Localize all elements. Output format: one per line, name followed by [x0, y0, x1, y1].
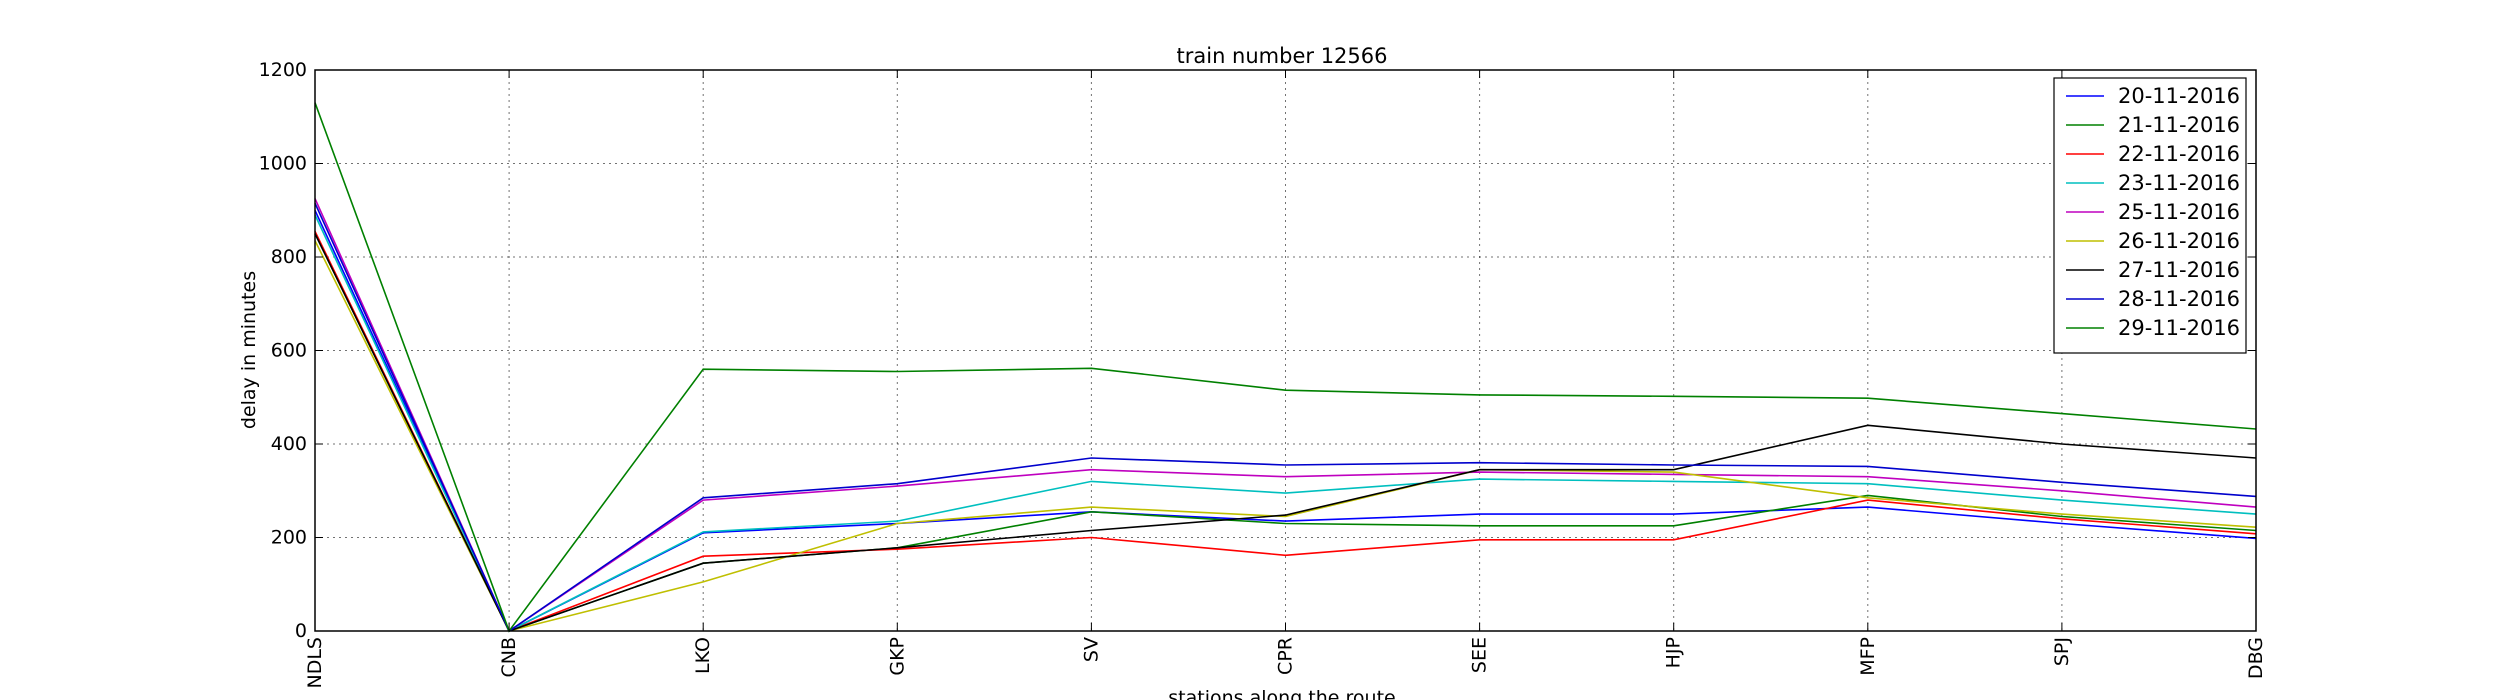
x-tick-label: CNB	[498, 637, 520, 678]
legend-entry: 28-11-2016	[2118, 287, 2240, 311]
y-tick-label: 600	[271, 340, 307, 362]
grid	[314, 69, 2257, 632]
legend-entry: 21-11-2016	[2118, 113, 2240, 137]
legend-entry: 22-11-2016	[2118, 142, 2240, 166]
x-tick-label: SPJ	[2051, 637, 2073, 666]
x-tick-label: GKP	[886, 637, 908, 676]
y-tick-label: 0	[295, 620, 307, 642]
chart-title: train number 12566	[1177, 44, 1388, 68]
y-tick-label: 400	[271, 433, 307, 455]
series-line-29-11-2016	[314, 102, 2257, 633]
y-tick-label: 1000	[259, 153, 307, 175]
x-tick-label: SV	[1080, 637, 1102, 662]
legend-entry: 26-11-2016	[2118, 229, 2240, 253]
legend-entry: 29-11-2016	[2118, 316, 2240, 340]
y-tick-label: 800	[271, 246, 307, 268]
series-line-28-11-2016	[314, 202, 2257, 633]
series-line-27-11-2016	[314, 233, 2257, 632]
x-tick-label: LKO	[692, 637, 714, 674]
y-tick-label: 1200	[259, 59, 307, 81]
x-tick-label: SEE	[1469, 637, 1491, 673]
x-tick-label: NDLS	[304, 637, 326, 689]
legend-entry: 20-11-2016	[2118, 84, 2240, 108]
series-line-26-11-2016	[314, 240, 2257, 632]
series-lines	[314, 102, 2257, 633]
legend-box	[2053, 77, 2247, 354]
y-tick-label: 200	[271, 527, 307, 549]
y-axis-ticks: 0 200 400 600 800 1000 1200	[259, 59, 2256, 642]
x-tick-label: MFP	[1857, 637, 1879, 676]
series-line-20-11-2016	[314, 209, 2257, 633]
legend: 20-11-2016 21-11-2016 22-11-2016 23-11-2016…	[2053, 77, 2247, 354]
x-axis-label: stations along the route	[1168, 687, 1395, 700]
legend-entry: 23-11-2016	[2118, 171, 2240, 195]
x-tick-label: CPR	[1275, 637, 1297, 675]
x-tick-label: HJP	[1663, 637, 1685, 668]
series-line-23-11-2016	[314, 214, 2257, 633]
legend-entry: 27-11-2016	[2118, 258, 2240, 282]
x-axis-ticks: NDLS CNB LKO GKP SV CPR SEE HJP MFP SPJ DBG	[304, 70, 2267, 689]
y-axis-label: delay in minutes	[238, 271, 260, 429]
series-line-25-11-2016	[314, 198, 2257, 633]
series-line-22-11-2016	[314, 230, 2257, 633]
legend-entry: 25-11-2016	[2118, 200, 2240, 224]
x-tick-label: DBG	[2245, 637, 2267, 679]
